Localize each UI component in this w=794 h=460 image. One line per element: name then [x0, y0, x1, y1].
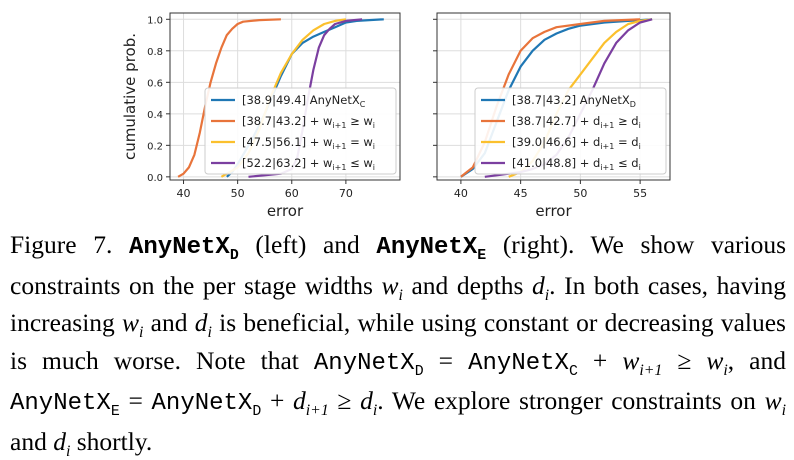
x-axis-label: error: [267, 202, 304, 220]
legend-entry-0: [38.9|49.4] AnyNetXC: [242, 93, 366, 109]
series-line-1: [177, 18, 281, 178]
plot-left-anynetxd: 40 50 60 70 0.0 0.2 0.4 0.6 0.8 1.0 error cumulativ…: [121, 12, 401, 220]
caption-mono-anynetxe: AnyNetXE: [10, 390, 120, 420]
legend-entry-1: [38.7|42.7] + di+1 ≥ di: [512, 114, 641, 130]
x-tick-label: 45: [514, 187, 528, 200]
y-tick-label: 0.4: [147, 110, 163, 121]
caption-mono-anynetxc: AnyNetXC: [468, 349, 578, 380]
figure-plots: 40 50 60 70 0.0 0.2 0.4 0.6 0.8 1.0 error cumulativ…: [121, 12, 671, 220]
plot-frame: [436, 12, 671, 181]
caption-anynetxd: AnyNetXD: [128, 234, 239, 264]
legend-entry-2: [47.5|56.1] + wi+1 = wi: [242, 135, 375, 151]
legend-entry-2: [39.0|46.6] + di+1 = di: [512, 135, 641, 151]
x-tick-label: 40: [454, 187, 468, 200]
y-tick-label: 0.8: [147, 47, 163, 58]
y-tick-label: 1.0: [147, 15, 163, 26]
legend-box: [474, 87, 667, 175]
caption-mono-anynetxd-2: AnyNetXD: [151, 390, 262, 420]
x-tick-label: 70: [339, 187, 353, 200]
x-tick-label: 55: [633, 187, 647, 200]
legend-entry-0: [38.7|43.2] AnyNetXD: [512, 93, 636, 109]
y-tick-label: 0.6: [147, 78, 163, 89]
plot-frame: [169, 12, 401, 181]
y-axis-label: cumulative prob.: [121, 33, 139, 160]
x-tick-label: 40: [177, 187, 191, 200]
legend-entry-1: [38.7|43.2] + wi+1 ≥ wi: [242, 114, 375, 130]
legend-entry-3: [41.0|48.8] + di+1 ≤ di: [512, 156, 641, 172]
x-tick-label: 50: [231, 187, 245, 200]
caption-label: Figure 7.: [10, 230, 113, 259]
y-tick-label: 0.2: [147, 141, 163, 152]
legend-box: [204, 87, 397, 175]
y-tick-label: 0.0: [147, 173, 163, 184]
x-tick-label: 50: [573, 187, 587, 200]
caption-mono-anynetxd: AnyNetXD: [313, 349, 424, 380]
legend-entry-3: [52.2|63.2] + wi+1 ≤ wi: [242, 156, 375, 172]
x-tick-label: 60: [285, 187, 299, 200]
plot-right-anynetxe: 40 45 50 55 error [38.7|43.2] AnyNetXD [38.7|4…: [433, 12, 671, 220]
figure-caption: Figure 7. AnyNetXD (left) and AnyNetXE (…: [10, 230, 787, 460]
caption-anynetxe: AnyNetXE: [376, 234, 487, 264]
x-axis-label: error: [535, 202, 572, 220]
